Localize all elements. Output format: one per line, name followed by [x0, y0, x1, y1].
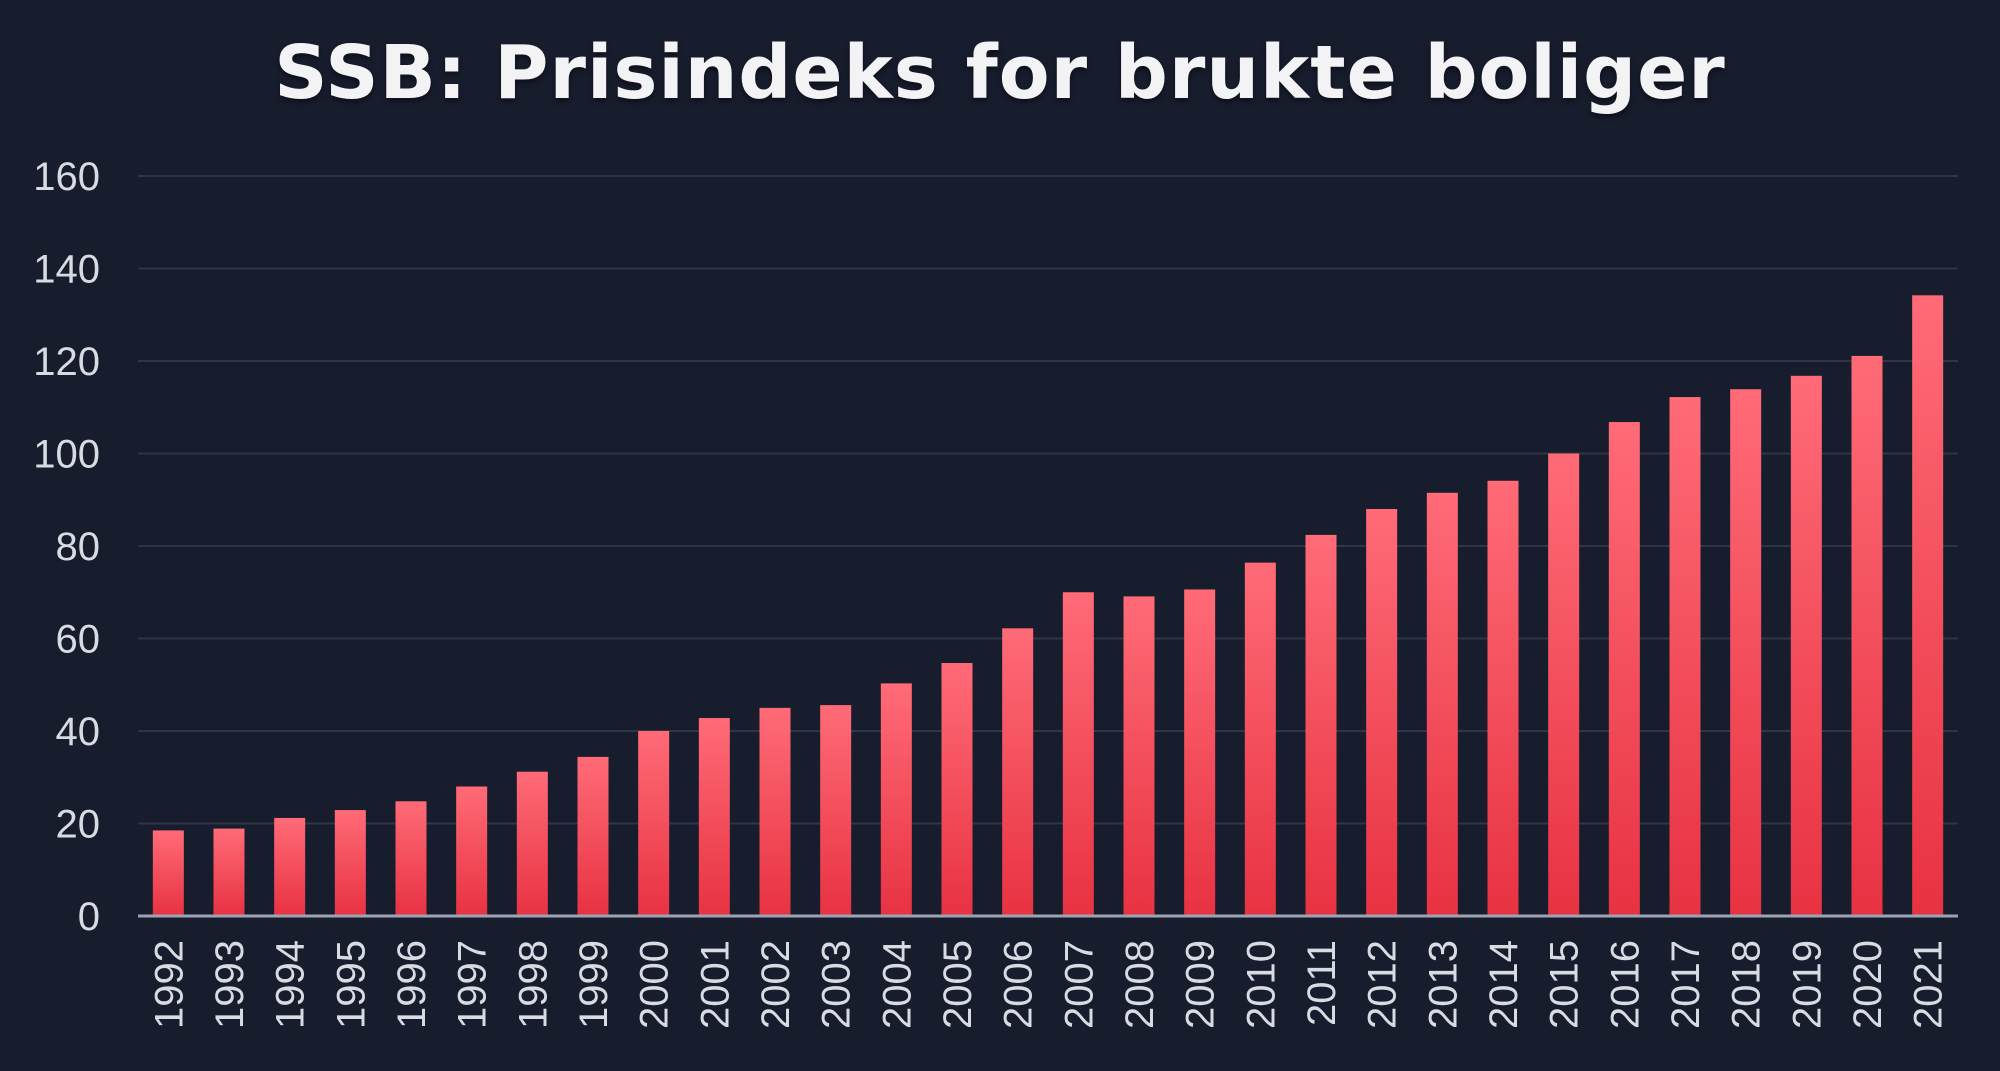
x-tick-label: 1997 — [451, 940, 495, 1029]
x-tick-label: 2006 — [997, 940, 1041, 1029]
bar-2018 — [1730, 389, 1762, 916]
x-tick-label: 2020 — [1846, 940, 1890, 1029]
bar-1993 — [213, 828, 245, 916]
x-tick-label: 2019 — [1785, 940, 1829, 1029]
bar-2017 — [1669, 397, 1701, 916]
x-tick-label: 2017 — [1664, 940, 1708, 1029]
bar-1992 — [152, 830, 184, 916]
chart-title: SSB: Prisindeks for brukte boliger — [274, 30, 1726, 116]
bar-2003 — [820, 705, 852, 916]
y-tick-label: 100 — [33, 433, 100, 477]
x-tick-label: 2007 — [1057, 940, 1101, 1029]
x-tick-label: 1994 — [269, 940, 313, 1029]
bar-2016 — [1608, 422, 1640, 916]
y-tick-label: 20 — [56, 803, 101, 847]
x-tick-label: 2000 — [633, 940, 677, 1029]
bar-2002 — [759, 707, 791, 916]
x-tick-label: 2013 — [1421, 940, 1465, 1029]
x-tick-label: 1996 — [390, 940, 434, 1029]
bar-2004 — [880, 683, 912, 916]
x-tick-label: 1995 — [329, 940, 373, 1029]
x-tick-label: 2001 — [693, 940, 737, 1029]
x-tick-label: 2016 — [1603, 940, 1647, 1029]
x-tick-label: 2021 — [1907, 940, 1951, 1029]
x-tick-label: 2003 — [815, 940, 859, 1029]
x-tick-label: 2010 — [1239, 940, 1283, 1029]
x-tick-label: 2014 — [1482, 940, 1526, 1029]
bar-2021 — [1912, 295, 1944, 916]
bar-2013 — [1426, 492, 1458, 916]
bar-2007 — [1062, 592, 1094, 916]
x-tick-label: 2008 — [1118, 940, 1162, 1029]
bar-2019 — [1790, 375, 1822, 916]
y-tick-label: 120 — [33, 340, 100, 384]
y-tick-label: 80 — [56, 525, 101, 569]
bar-1999 — [577, 756, 609, 916]
bar-2020 — [1851, 355, 1883, 917]
bar-1995 — [334, 810, 366, 916]
bar-2009 — [1184, 589, 1216, 916]
axes: 0 20 40 60 80 100 120 140 160 1992 1993 1994 1995 199… — [33, 155, 1958, 1029]
x-tick-label: 1998 — [511, 940, 555, 1029]
y-tick-label: 60 — [56, 618, 101, 662]
bar-1994 — [274, 817, 306, 916]
x-tick-label: 1993 — [208, 940, 252, 1029]
y-tick-label: 140 — [33, 248, 100, 292]
bar-2005 — [941, 663, 973, 916]
bar-2001 — [698, 718, 730, 916]
bars — [152, 295, 1944, 917]
bar-2011 — [1305, 534, 1337, 916]
y-tick-label: 40 — [56, 710, 101, 754]
x-tick-label: 2018 — [1725, 940, 1769, 1029]
y-tick-label: 0 — [78, 895, 100, 939]
bar-2006 — [1002, 628, 1034, 916]
y-tick-label: 160 — [33, 155, 100, 199]
x-tick-label: 2002 — [754, 940, 798, 1029]
bar-1997 — [456, 786, 488, 916]
bar-2008 — [1123, 596, 1155, 916]
x-tick-label: 2009 — [1179, 940, 1223, 1029]
x-tick-label: 2005 — [936, 940, 980, 1029]
bar-2000 — [638, 731, 670, 916]
x-tick-label: 1992 — [147, 940, 191, 1029]
bar-2014 — [1487, 480, 1519, 916]
grid-lines — [138, 175, 1958, 825]
x-tick-label: 2004 — [875, 940, 919, 1029]
bar-2010 — [1244, 562, 1276, 916]
bar-1998 — [516, 771, 548, 916]
bar-2012 — [1366, 509, 1398, 916]
x-tick-label: 2012 — [1361, 940, 1405, 1029]
x-tick-label: 2015 — [1543, 940, 1587, 1029]
bar-2015 — [1548, 453, 1580, 916]
x-tick-label: 2011 — [1300, 940, 1344, 1026]
x-tick-label: 1999 — [572, 940, 616, 1029]
bar-1996 — [395, 801, 427, 916]
